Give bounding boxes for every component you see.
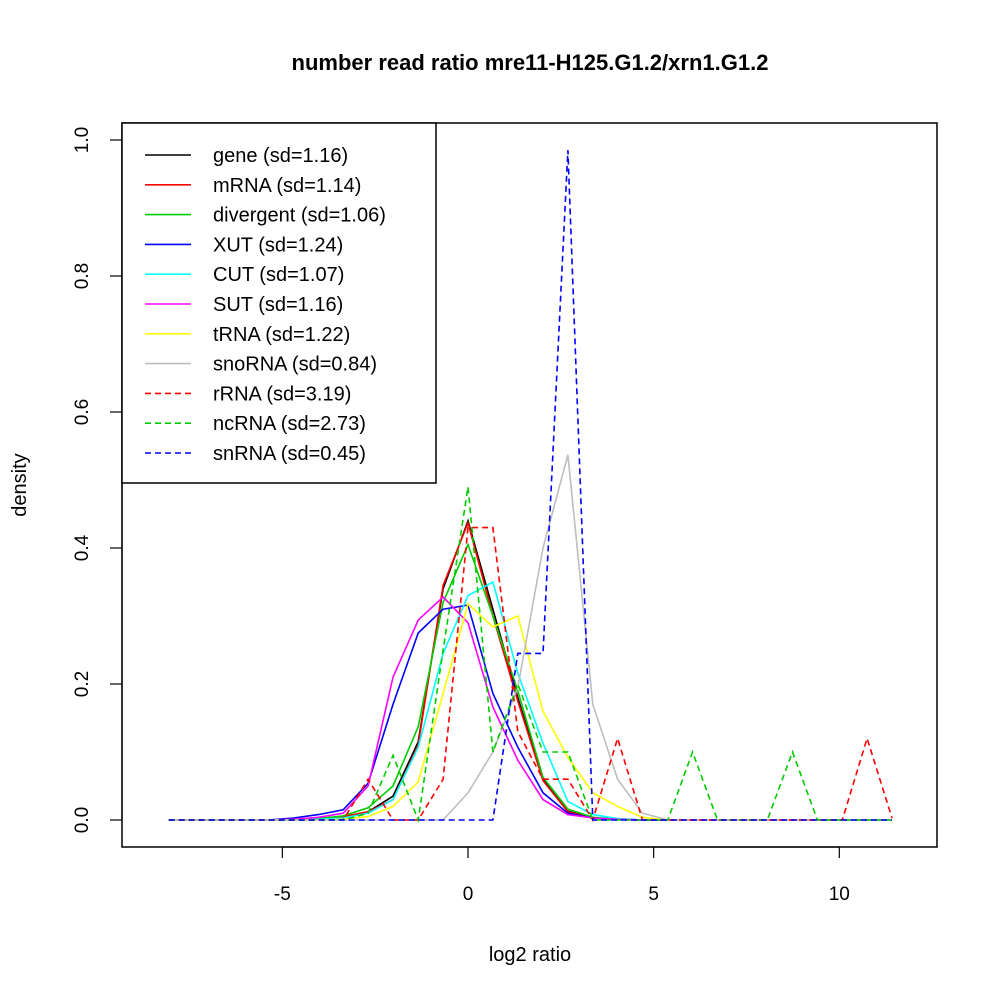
- x-tick-label: 10: [829, 884, 850, 905]
- legend-label: SUT (sd=1.16): [213, 294, 343, 316]
- legend-label: tRNA (sd=1.22): [213, 324, 350, 346]
- y-tick-label: 0.8: [72, 263, 93, 289]
- legend-item: ncRNA (sd=2.73): [145, 413, 366, 435]
- legend-item: gene (sd=1.16): [145, 145, 348, 167]
- legend-item: CUT (sd=1.07): [145, 264, 344, 286]
- series-layer: [168, 150, 893, 824]
- legend: gene (sd=1.16) mRNA (sd=1.14) divergent (s…: [121, 122, 437, 484]
- x-tick-label: -5: [274, 884, 291, 905]
- legend-item: snoRNA (sd=0.84): [145, 354, 377, 376]
- x-axis-label: log2 ratio: [489, 944, 571, 966]
- legend-label: mRNA (sd=1.14): [213, 175, 361, 197]
- legend-label: snRNA (sd=0.45): [213, 443, 366, 465]
- y-tick-label: 1.0: [72, 127, 93, 153]
- y-tick-label: 0.0: [72, 807, 93, 833]
- x-tick-label: 5: [648, 884, 659, 905]
- legend-item: XUT (sd=1.24): [145, 234, 343, 256]
- legend-item: snRNA (sd=0.45): [145, 443, 366, 465]
- legend-label: rRNA (sd=3.19): [213, 383, 351, 405]
- legend-item: divergent (sd=1.06): [145, 205, 386, 227]
- y-axis-label: density: [9, 453, 31, 516]
- y-tick-label: 0.6: [72, 399, 93, 425]
- legend-label: CUT (sd=1.07): [213, 264, 344, 286]
- legend-item: tRNA (sd=1.22): [145, 324, 350, 346]
- plot-frame: [121, 122, 938, 848]
- legend-item: mRNA (sd=1.14): [145, 175, 361, 197]
- legend-label: XUT (sd=1.24): [213, 234, 343, 256]
- y-tick-label: 0.2: [72, 671, 93, 697]
- legend-item: rRNA (sd=3.19): [145, 383, 351, 405]
- legend-item: SUT (sd=1.16): [145, 294, 343, 316]
- chart-title: number read ratio mre11-H125.G1.2/xrn1.G…: [292, 50, 769, 75]
- y-tick-label: 0.4: [72, 534, 93, 561]
- legend-label: ncRNA (sd=2.73): [213, 413, 366, 435]
- legend-label: divergent (sd=1.06): [213, 205, 386, 227]
- legend-label: snoRNA (sd=0.84): [213, 354, 377, 376]
- x-tick-label: 0: [463, 884, 474, 905]
- legend-label: gene (sd=1.16): [213, 145, 348, 167]
- series-line-snrna: [168, 150, 892, 821]
- legend-box: [121, 122, 437, 484]
